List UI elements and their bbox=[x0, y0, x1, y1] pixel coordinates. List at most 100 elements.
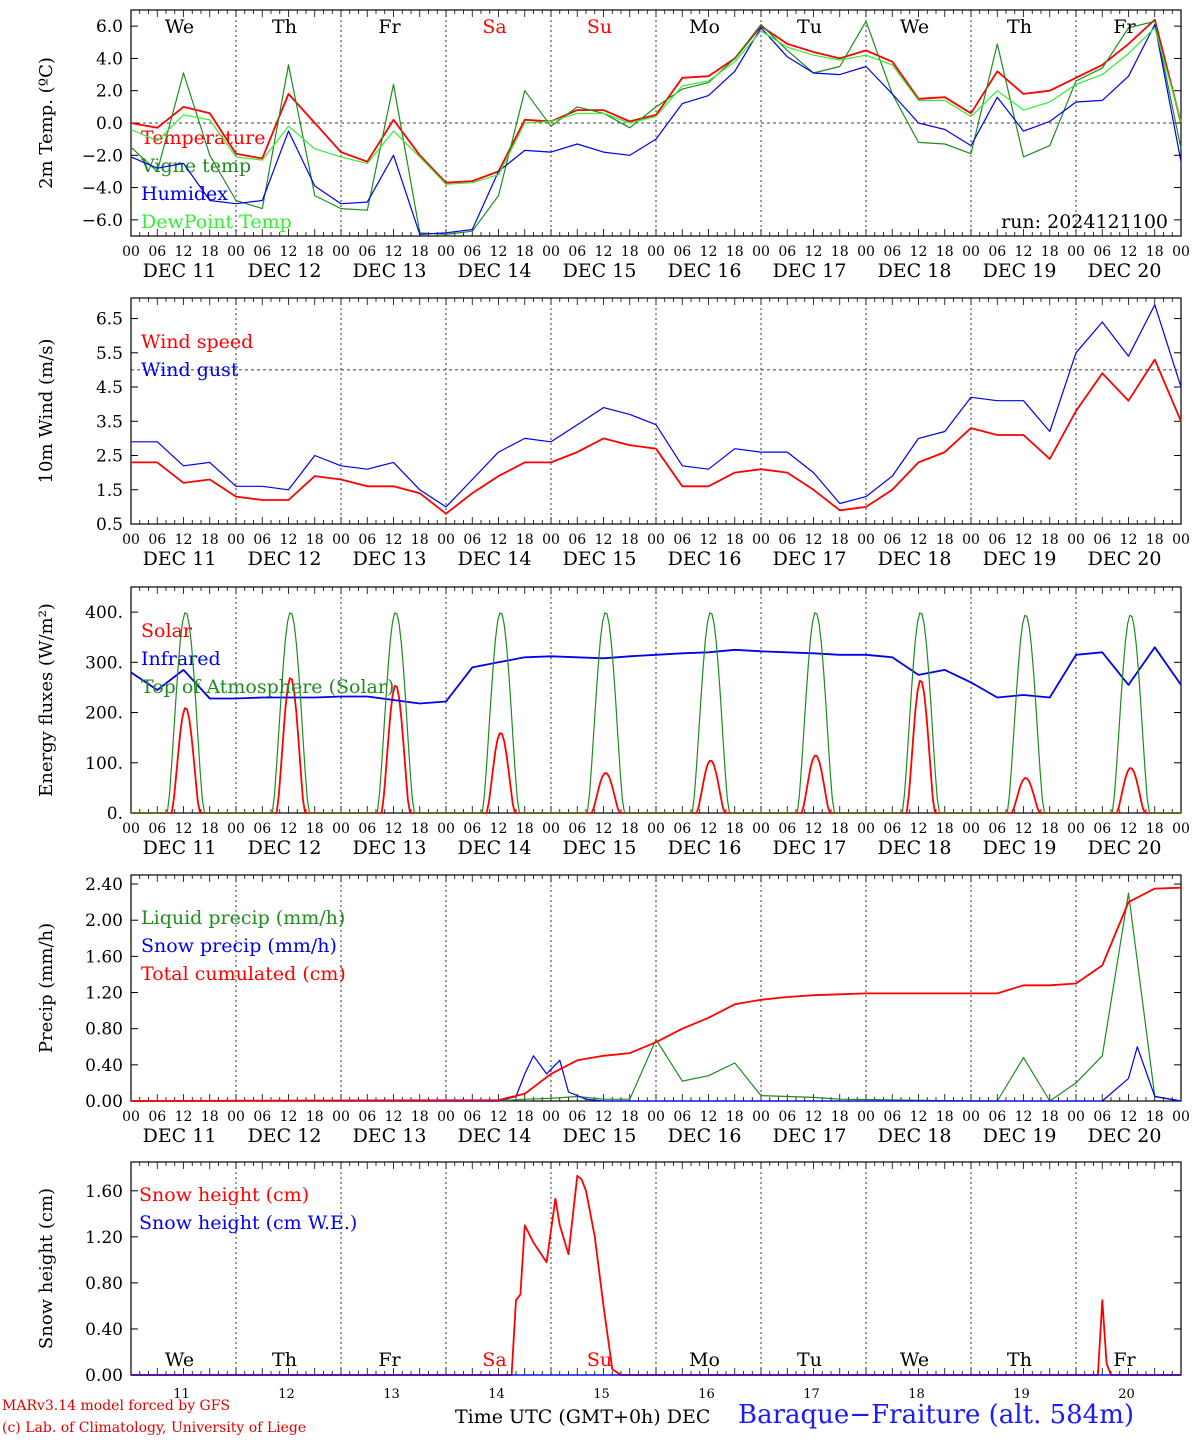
weekday-label: We bbox=[900, 16, 929, 38]
legend-item: Vigne temp bbox=[140, 155, 251, 177]
hour-label: 00 bbox=[332, 532, 350, 548]
hour-label: 00 bbox=[647, 532, 665, 548]
hour-label: 00 bbox=[857, 821, 875, 837]
date-label: DEC 11 bbox=[143, 260, 217, 282]
hour-label: 06 bbox=[568, 532, 586, 548]
hour-label: 00 bbox=[542, 1109, 560, 1125]
y-tick-label: −6.0 bbox=[82, 211, 123, 231]
hour-label: 18 bbox=[621, 244, 639, 260]
date-label: DEC 16 bbox=[668, 1125, 742, 1147]
hour-label: 00 bbox=[542, 821, 560, 837]
hour-label: 12 bbox=[805, 821, 823, 837]
weekday-label: Fr bbox=[1113, 1349, 1136, 1371]
hour-label: 06 bbox=[778, 532, 796, 548]
y-tick-label: 0.00 bbox=[85, 1366, 123, 1386]
hour-label: 12 bbox=[910, 1109, 928, 1125]
hour-label: 06 bbox=[673, 532, 691, 548]
hour-label: 06 bbox=[673, 1109, 691, 1125]
weekday-label: We bbox=[165, 1349, 194, 1371]
legend-item: Snow precip (mm/h) bbox=[141, 935, 337, 957]
legend-item: Liquid precip (mm/h) bbox=[141, 907, 345, 929]
date-label: DEC 20 bbox=[1088, 260, 1162, 282]
dec-label: DEC bbox=[666, 1406, 711, 1428]
hour-label: 00 bbox=[1067, 532, 1085, 548]
hour-label: 06 bbox=[253, 821, 271, 837]
hour-label: 06 bbox=[988, 1109, 1006, 1125]
date-label: DEC 12 bbox=[248, 548, 322, 570]
date-label: DEC 14 bbox=[458, 837, 532, 859]
y-axis-label: Precip (mm/h) bbox=[36, 923, 57, 1053]
hour-label: 06 bbox=[148, 532, 166, 548]
hour-label: 06 bbox=[988, 244, 1006, 260]
hour-label: 12 bbox=[805, 532, 823, 548]
date-label: DEC 11 bbox=[143, 1125, 217, 1147]
hour-label: 18 bbox=[201, 821, 219, 837]
date-label: DEC 17 bbox=[773, 260, 847, 282]
time-axis-title: Time UTC (GMT+0h) DEC bbox=[455, 1406, 710, 1428]
hour-label: 00 bbox=[752, 821, 770, 837]
series-snow-precip-mm-h- bbox=[131, 1046, 1182, 1102]
hour-label: 00 bbox=[1172, 1109, 1190, 1125]
y-tick-label: −4.0 bbox=[82, 179, 123, 199]
hour-label: 06 bbox=[988, 532, 1006, 548]
date-label: DEC 16 bbox=[668, 260, 742, 282]
hour-label: 00 bbox=[962, 532, 980, 548]
date-label: DEC 14 bbox=[458, 260, 532, 282]
hour-label: 12 bbox=[175, 532, 193, 548]
y-tick-label: 2.00 bbox=[85, 911, 123, 931]
y-tick-label: 4.0 bbox=[96, 49, 123, 69]
station-name: Baraque−Fraiture (alt. 584m) bbox=[738, 1400, 1135, 1430]
hour-label: 18 bbox=[621, 1109, 639, 1125]
hour-label: 12 bbox=[700, 244, 718, 260]
weekday-label: Mo bbox=[689, 1349, 720, 1371]
hour-label: 12 bbox=[175, 1109, 193, 1125]
hour-label: 00 bbox=[227, 532, 245, 548]
hour-label: 00 bbox=[332, 244, 350, 260]
hour-label: 06 bbox=[1093, 244, 1111, 260]
date-label: DEC 13 bbox=[353, 1125, 427, 1147]
hour-label: 00 bbox=[1067, 244, 1085, 260]
hour-label: 18 bbox=[516, 244, 534, 260]
hour-label: 06 bbox=[358, 532, 376, 548]
hour-label: 18 bbox=[201, 532, 219, 548]
hour-label: 12 bbox=[175, 821, 193, 837]
hour-label: 06 bbox=[463, 244, 481, 260]
y-tick-label: 0.40 bbox=[85, 1320, 123, 1340]
hour-label: 00 bbox=[122, 532, 140, 548]
hour-label: 18 bbox=[411, 821, 429, 837]
hour-label: 06 bbox=[358, 821, 376, 837]
date-label: DEC 19 bbox=[983, 1125, 1057, 1147]
y-tick-label: 0.5 bbox=[96, 515, 123, 535]
hour-label: 06 bbox=[673, 244, 691, 260]
weekday-label: Th bbox=[272, 16, 297, 38]
hour-label: 00 bbox=[437, 1109, 455, 1125]
y-tick-label: 0.0 bbox=[96, 114, 123, 134]
hour-label: 18 bbox=[201, 244, 219, 260]
hour-label: 18 bbox=[936, 244, 954, 260]
date-label: DEC 11 bbox=[143, 548, 217, 570]
hour-label: 00 bbox=[1067, 1109, 1085, 1125]
date-label: DEC 18 bbox=[878, 260, 952, 282]
hour-label: 18 bbox=[621, 532, 639, 548]
hour-label: 12 bbox=[280, 532, 298, 548]
hour-label: 00 bbox=[647, 244, 665, 260]
date-label: DEC 15 bbox=[563, 260, 637, 282]
hour-label: 12 bbox=[700, 821, 718, 837]
series-humidex bbox=[130, 23, 1182, 235]
date-label: DEC 20 bbox=[1088, 837, 1162, 859]
y-tick-label: 4.5 bbox=[96, 378, 123, 398]
y-axis-label: 2m Temp. (ºC) bbox=[36, 57, 57, 189]
hour-label: 00 bbox=[647, 1109, 665, 1125]
hour-label: 18 bbox=[1041, 532, 1059, 548]
hour-label: 12 bbox=[490, 821, 508, 837]
legend-item: Snow height (cm) bbox=[139, 1184, 309, 1206]
hour-label: 18 bbox=[1146, 821, 1164, 837]
hour-label: 00 bbox=[122, 244, 140, 260]
hour-label: 00 bbox=[647, 821, 665, 837]
hour-label: 06 bbox=[778, 244, 796, 260]
weekday-label: Su bbox=[587, 1349, 612, 1371]
day-number: 13 bbox=[383, 1387, 400, 1402]
hour-label: 00 bbox=[332, 821, 350, 837]
hour-label: 12 bbox=[490, 1109, 508, 1125]
y-tick-label: 1.20 bbox=[85, 1228, 123, 1248]
